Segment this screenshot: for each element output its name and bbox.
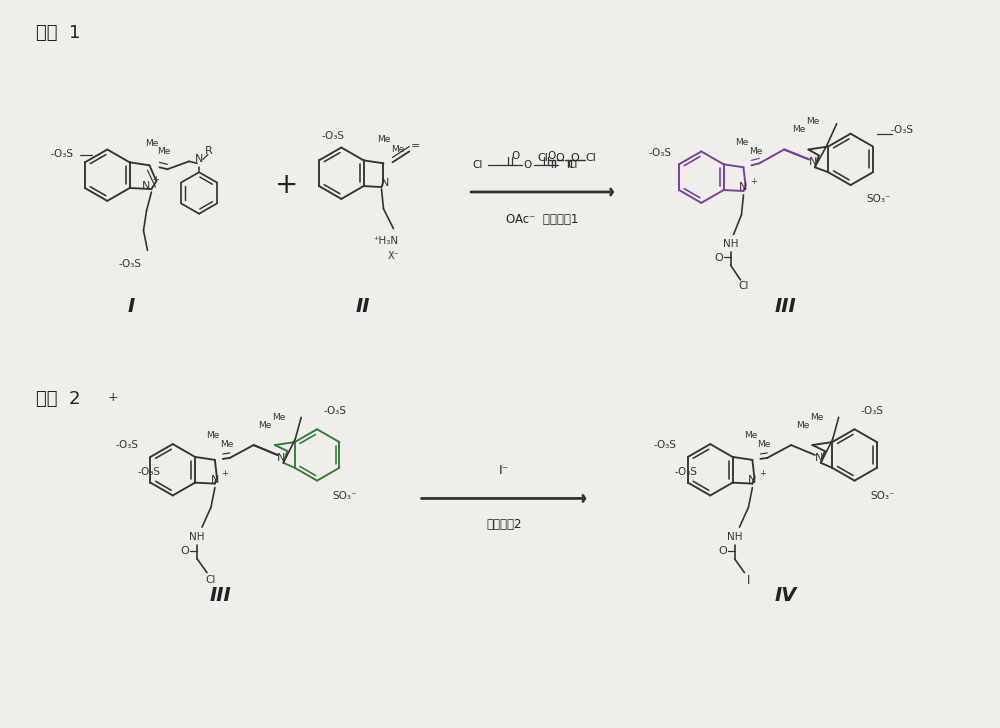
- Text: Cl: Cl: [472, 160, 483, 170]
- Text: -O₃S: -O₃S: [50, 149, 73, 159]
- Text: Me: Me: [377, 135, 390, 144]
- Text: SO₃⁻: SO₃⁻: [866, 194, 891, 204]
- Text: +: +: [275, 171, 298, 199]
- Text: O: O: [512, 151, 520, 162]
- Text: R: R: [205, 146, 213, 157]
- Text: I: I: [127, 297, 135, 316]
- Text: +: +: [221, 470, 228, 478]
- Text: -O₃S: -O₃S: [116, 440, 139, 450]
- Text: Cl: Cl: [586, 154, 597, 163]
- Text: Me: Me: [272, 413, 286, 422]
- Text: -O₃S: -O₃S: [675, 467, 698, 477]
- Text: -O₃S: -O₃S: [861, 406, 884, 416]
- Text: Cl: Cl: [567, 160, 578, 170]
- Text: N: N: [277, 453, 286, 463]
- Text: Me: Me: [157, 147, 170, 156]
- Text: SO₃⁻: SO₃⁻: [333, 491, 357, 502]
- Text: -O₃S: -O₃S: [323, 406, 346, 416]
- Text: -O₃S: -O₃S: [118, 259, 141, 269]
- Text: N: N: [809, 157, 817, 167]
- Text: I: I: [747, 574, 750, 587]
- Text: 反应  1: 反应 1: [36, 24, 80, 42]
- Text: Cl: Cl: [206, 576, 216, 585]
- Text: N: N: [381, 178, 390, 188]
- Text: Cl: Cl: [537, 154, 548, 163]
- Text: Me: Me: [749, 147, 762, 156]
- Text: O: O: [555, 154, 564, 163]
- Text: Me: Me: [735, 138, 748, 147]
- Text: =: =: [411, 141, 420, 151]
- Text: N: N: [195, 154, 203, 165]
- Text: -O₃S: -O₃S: [653, 440, 676, 450]
- Text: O: O: [547, 151, 556, 162]
- Text: Me: Me: [792, 125, 805, 134]
- Text: N: N: [815, 453, 823, 463]
- Text: +: +: [152, 175, 159, 183]
- Text: Me: Me: [810, 413, 823, 422]
- Text: N: N: [142, 181, 151, 191]
- Text: 反应  2: 反应 2: [36, 389, 80, 408]
- Text: Me: Me: [206, 431, 220, 440]
- Text: +: +: [759, 470, 766, 478]
- Text: O: O: [570, 154, 579, 163]
- Text: Me: Me: [391, 145, 404, 154]
- Text: +: +: [750, 177, 757, 186]
- Text: -O₃S: -O₃S: [322, 130, 345, 141]
- Text: NH: NH: [189, 532, 205, 542]
- Text: OAc⁻  有机溶制1: OAc⁻ 有机溶制1: [506, 213, 579, 226]
- Text: Cl: Cl: [738, 281, 749, 291]
- Text: O: O: [181, 546, 190, 556]
- Text: Me: Me: [744, 431, 757, 440]
- Text: Me: Me: [145, 139, 158, 148]
- Text: -O₃S: -O₃S: [137, 467, 160, 477]
- Text: -O₃S: -O₃S: [891, 124, 914, 135]
- Text: O: O: [718, 546, 727, 556]
- Text: NH: NH: [727, 532, 742, 542]
- Text: N: N: [211, 475, 219, 485]
- Text: Me: Me: [258, 421, 272, 430]
- Text: O: O: [714, 253, 723, 264]
- Text: -O₃S: -O₃S: [648, 149, 671, 159]
- Text: 有机溶制2: 有机溶制2: [486, 518, 522, 531]
- Text: O: O: [524, 160, 532, 170]
- Text: III: III: [775, 297, 796, 316]
- Text: N: N: [748, 475, 757, 485]
- Text: Me: Me: [758, 440, 771, 448]
- Text: IV: IV: [774, 586, 797, 605]
- Text: Me: Me: [806, 117, 819, 126]
- Text: Me: Me: [796, 421, 809, 430]
- Text: Me: Me: [220, 440, 233, 448]
- Text: X⁻: X⁻: [388, 251, 399, 261]
- Text: NH: NH: [723, 240, 738, 250]
- Text: II: II: [356, 297, 370, 316]
- Text: III: III: [209, 586, 231, 605]
- Text: +: +: [108, 391, 119, 404]
- Text: N: N: [739, 182, 748, 192]
- Text: SO₃⁻: SO₃⁻: [870, 491, 895, 502]
- Text: ⁺H₃N: ⁺H₃N: [373, 237, 398, 246]
- Text: I⁻: I⁻: [499, 464, 509, 478]
